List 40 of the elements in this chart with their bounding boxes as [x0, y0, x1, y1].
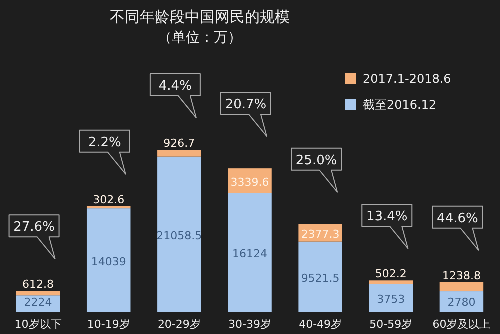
- bar: [369, 284, 414, 312]
- bar: [228, 193, 272, 312]
- x-tick-label: 60岁及以上: [432, 318, 491, 331]
- x-tick-label: 10岁以下: [14, 318, 62, 331]
- legend-label: 截至2016.12: [363, 98, 437, 112]
- legend-label: 2017.1-2018.6: [363, 72, 452, 86]
- x-tick-label: 30-39岁: [228, 318, 272, 331]
- chart-title: 不同年龄段中国网民的规模: [110, 8, 290, 26]
- x-tick-label: 40-49岁: [299, 318, 342, 331]
- annotation: 44.6%: [437, 211, 478, 226]
- data-label: 14039: [91, 255, 126, 268]
- annotation: 25.0%: [296, 153, 338, 168]
- annotation: 2.2%: [88, 135, 122, 150]
- annotation: 27.6%: [14, 220, 55, 236]
- data-label: 2377.3: [301, 228, 340, 242]
- annotation: 13.4%: [366, 210, 408, 225]
- data-label: 2780: [448, 296, 476, 309]
- chart-subtitle: （单位：万）: [158, 30, 242, 46]
- bar: [369, 280, 414, 284]
- bar: [86, 208, 131, 312]
- data-label: 502.2: [375, 268, 407, 281]
- bar: [298, 242, 342, 312]
- data-label: 9521.5: [301, 272, 340, 285]
- x-tick-label: 20-29岁: [158, 318, 201, 331]
- text: 4.4%: [158, 79, 192, 94]
- x-tick-label: 50-59岁: [370, 318, 413, 331]
- data-label: 3753: [377, 293, 406, 306]
- data-label: 302.6: [93, 193, 125, 206]
- data-label: 16124: [232, 248, 268, 261]
- data-label: 612.8: [22, 278, 54, 292]
- data-label: 926.7: [164, 137, 196, 150]
- bar: [158, 156, 202, 312]
- text: 20.7%: [225, 98, 267, 113]
- bar: [158, 150, 202, 157]
- bar: [440, 282, 484, 292]
- data-label: 3339.6: [230, 176, 270, 189]
- data-label: 2224: [24, 296, 52, 309]
- bar: [16, 291, 60, 296]
- data-label: 1238.8: [442, 269, 481, 282]
- x-tick-label: 10-19岁: [87, 318, 130, 331]
